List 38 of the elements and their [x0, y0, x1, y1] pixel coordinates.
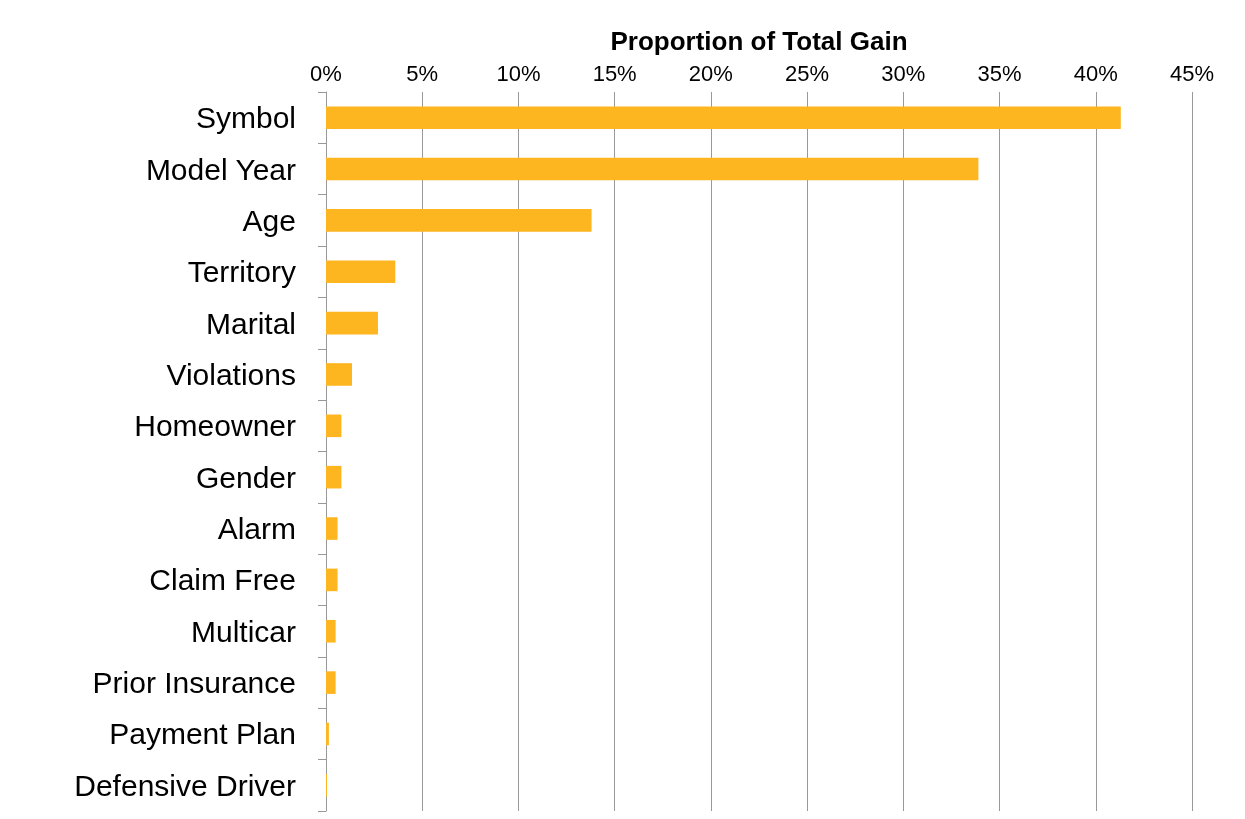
bar	[326, 568, 338, 592]
x-tick-label: 10%	[496, 60, 541, 86]
y-tick-label: Marital	[205, 306, 296, 340]
y-tick-label: Alarm	[217, 512, 296, 546]
y-tick-label: Gender	[195, 460, 296, 494]
x-tick-label: 35%	[977, 60, 1022, 86]
bar	[326, 157, 979, 181]
x-tick-label: 15%	[592, 60, 637, 86]
y-tick-label: Multicar	[190, 614, 297, 648]
y-tick-label: Defensive Driver	[74, 768, 297, 802]
y-tick-label: Symbol	[195, 101, 296, 135]
bar	[326, 209, 592, 232]
x-tick-label: 25%	[785, 60, 830, 86]
x-tick-label: 0%	[310, 60, 342, 86]
x-tick-label: 45%	[1169, 60, 1215, 86]
x-tick-label: 40%	[1073, 60, 1118, 86]
x-tick-label: 20%	[688, 60, 733, 86]
x-tick-label: 5%	[406, 60, 439, 86]
bar	[326, 619, 336, 643]
bar	[326, 311, 378, 335]
bar	[326, 671, 336, 694]
y-tick-label: Model Year	[145, 152, 296, 186]
bar	[326, 363, 352, 386]
y-tick-label: Payment Plan	[109, 717, 296, 751]
bar	[326, 414, 342, 438]
y-tick-label: Age	[242, 203, 296, 237]
x-axis-title: Proportion of Total Gain	[610, 26, 908, 56]
bar	[326, 106, 1121, 129]
y-tick-label: Territory	[187, 255, 296, 289]
bar	[326, 260, 396, 284]
bar	[326, 465, 342, 489]
bar	[326, 517, 338, 540]
y-tick-label: Violations	[166, 357, 296, 391]
x-tick-label: 30%	[881, 60, 926, 86]
bar	[326, 722, 329, 746]
y-tick-label: Claim Free	[149, 563, 296, 597]
y-tick-label: Homeowner	[134, 409, 297, 443]
y-tick-label: Prior Insurance	[92, 666, 296, 700]
